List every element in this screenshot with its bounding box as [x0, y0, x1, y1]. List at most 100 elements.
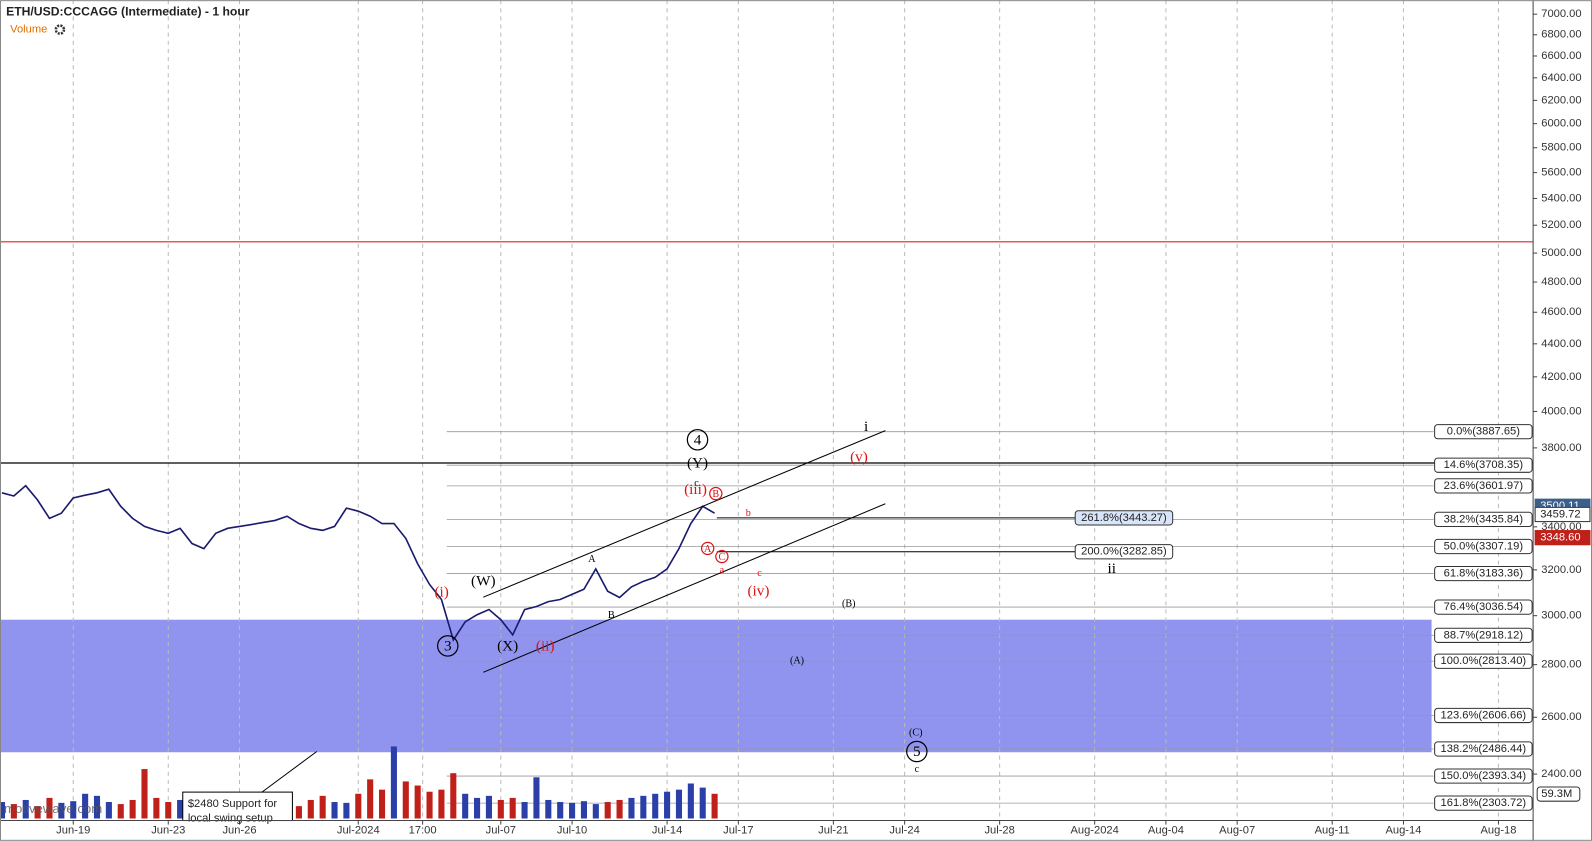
y-tick-label: 5600.00 — [1541, 167, 1581, 179]
price-line — [1, 484, 715, 642]
volume-bar — [640, 795, 647, 819]
volume-bar — [592, 804, 599, 819]
volume-bar — [545, 799, 552, 819]
annotation-circle — [436, 635, 459, 657]
volume-marker-label: 59.3M — [1541, 788, 1572, 800]
x-tick-label: Jun-26 — [222, 825, 256, 837]
volume-bar — [616, 799, 623, 819]
price-label-box — [1534, 506, 1591, 523]
price-label-box — [1534, 530, 1591, 546]
wave-label: (B) — [842, 599, 856, 610]
annotation-circle — [709, 486, 723, 501]
y-tick-label: 5400.00 — [1541, 192, 1581, 204]
mid-layer — [0, 241, 1534, 819]
annotation-circle — [700, 541, 715, 556]
wave-label: (iv) — [747, 583, 769, 600]
y-tick-label: 4600.00 — [1541, 306, 1581, 318]
volume-bar — [580, 801, 587, 819]
volume-bar — [390, 746, 397, 819]
volume-bar — [93, 795, 101, 819]
x-tick-label: Aug-04 — [1148, 825, 1184, 837]
fib-label-box — [1434, 707, 1533, 724]
y-tick-label: 4400.00 — [1541, 338, 1581, 350]
volume-bar — [82, 793, 89, 819]
extension-label-box — [1074, 544, 1174, 560]
annotation-circle — [906, 740, 928, 763]
volume-bar — [604, 802, 611, 819]
trend-line — [483, 430, 886, 598]
fib-label: 23.6%(3601.97) — [1444, 480, 1524, 492]
wave-label: B — [712, 489, 719, 500]
settings-icon[interactable] — [54, 24, 66, 35]
y-tick-label: 6200.00 — [1541, 94, 1581, 106]
volume-bar — [117, 804, 124, 819]
volume-bar — [426, 791, 433, 819]
fib-label-box — [1434, 795, 1533, 811]
volume-bar — [165, 802, 172, 819]
y-tick-label: 3200.00 — [1541, 564, 1581, 576]
x-tick-label: Aug-11 — [1315, 825, 1350, 837]
volume-bar — [414, 785, 421, 819]
wave-label: (C) — [909, 728, 923, 739]
x-tick-label: Aug-14 — [1385, 825, 1421, 837]
wave-label: ii — [1108, 560, 1116, 577]
y-tick-label: 4200.00 — [1541, 371, 1581, 383]
volume-bar — [462, 793, 469, 819]
y-tick-label: 6600.00 — [1541, 50, 1581, 62]
fib-label-box — [1434, 457, 1533, 473]
fib-label: 138.2%(2486.44) — [1441, 743, 1527, 755]
wave-label: 3 — [444, 637, 452, 654]
y-tick-label: 3800.00 — [1541, 442, 1581, 454]
volume-bar — [438, 789, 445, 819]
x-tick-label: Aug-18 — [1480, 825, 1516, 837]
annotation-circle — [715, 549, 729, 564]
volume-bar — [343, 802, 350, 819]
y-tick-label: 3000.00 — [1541, 610, 1581, 622]
volume-bar — [652, 793, 659, 819]
wave-label: A — [588, 554, 596, 565]
annotation-circle — [686, 429, 709, 451]
fib-label: 88.7%(2918.12) — [1444, 629, 1524, 641]
volume-bar — [485, 795, 492, 819]
fib-label: 123.6%(2606.66) — [1441, 709, 1527, 721]
fib-label: 50.0%(3307.19) — [1444, 540, 1524, 552]
y-tick-label: 6400.00 — [1541, 72, 1581, 84]
volume-bar — [699, 787, 706, 819]
wave-label: c — [694, 478, 699, 489]
volume-bar — [402, 781, 409, 819]
volume-bar — [355, 793, 362, 819]
wave-label: 5 — [913, 743, 921, 760]
wave-label: B — [608, 610, 615, 621]
fib-label: 161.8%(2303.72) — [1441, 797, 1527, 809]
support-zone — [0, 619, 1432, 753]
wave-label: c — [757, 568, 762, 579]
fib-label: 0.0%(3887.65) — [1447, 426, 1520, 438]
volume-bar — [10, 804, 17, 819]
y-tick-label: 4800.00 — [1541, 276, 1581, 288]
wave-label: (i) — [434, 584, 448, 601]
trend-line — [261, 751, 318, 793]
volume-bar — [628, 797, 635, 819]
wave-label: b — [746, 508, 751, 519]
note-text: local swing setup — [188, 812, 273, 824]
y-tick-label: 7000.00 — [1541, 8, 1581, 20]
wave-label: (Y) — [687, 455, 708, 472]
x-tick-label: Jul-17 — [723, 825, 753, 837]
y-tick-label: 5000.00 — [1541, 247, 1581, 259]
y-tick-label: 2600.00 — [1541, 711, 1581, 723]
x-tick-label: Aug-2024 — [1070, 825, 1118, 837]
fib-label-box — [1434, 741, 1533, 757]
volume-bar — [569, 802, 576, 819]
volume-bar — [450, 773, 457, 819]
wave-label: (v) — [850, 449, 868, 466]
y-tick-label: 3400.00 — [1541, 521, 1581, 533]
fib-label: 150.0%(2393.34) — [1441, 770, 1527, 782]
fib-label-box — [1434, 653, 1533, 669]
x-tick-label: Aug-07 — [1219, 825, 1255, 837]
x-tick-label: Jun-23 — [151, 825, 185, 837]
watermark: motivewave.com — [4, 801, 102, 816]
volume-bar — [34, 806, 41, 819]
volume-bar — [307, 799, 314, 819]
